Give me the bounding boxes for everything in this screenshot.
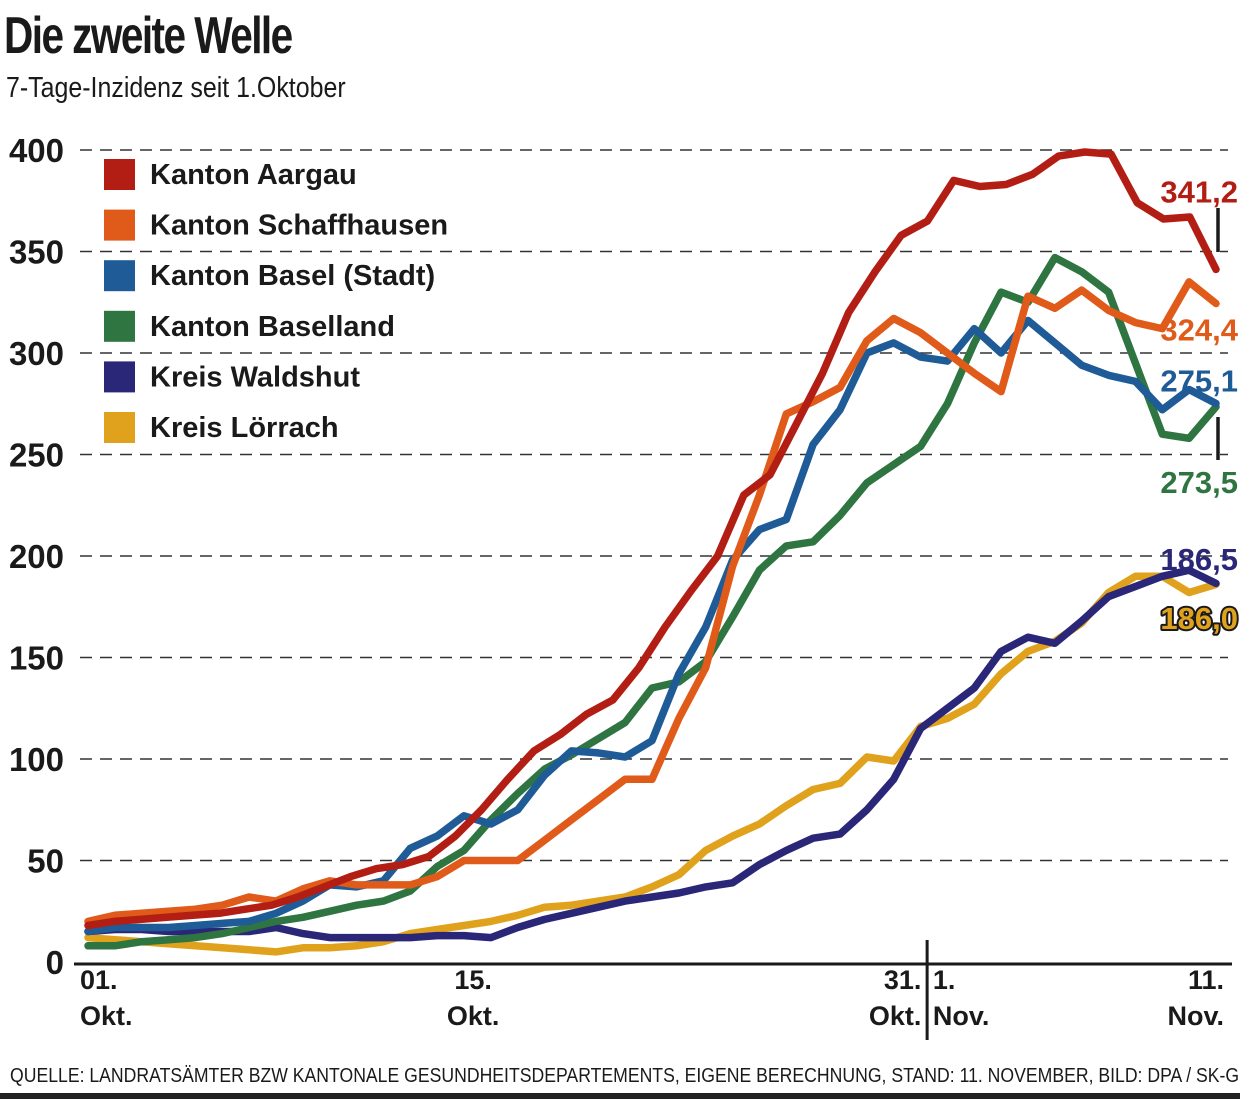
legend-swatch xyxy=(104,310,135,342)
chart-title: Die zweite Welle xyxy=(4,7,293,65)
y-axis: 0 50 100 150 200 250 300 350 400 xyxy=(9,132,64,981)
legend-swatch xyxy=(104,209,135,241)
x-axis: 01. Okt. 15. Okt. 31. Okt. 1. Nov. 11. Nov. xyxy=(74,940,1232,1040)
legend-label: Kanton Basel (Stadt) xyxy=(150,260,435,292)
x-tick-label: 15. xyxy=(454,965,492,995)
end-label: 186,0 xyxy=(1160,601,1238,636)
y-tick-label: 100 xyxy=(9,741,64,778)
end-label: 324,4 xyxy=(1160,313,1238,348)
x-tick-label: Okt. xyxy=(80,1001,133,1031)
gridlines xyxy=(80,149,1228,862)
series-line xyxy=(84,316,1220,936)
legend-label: Kreis Lörrach xyxy=(150,412,339,444)
end-label: 341,2 xyxy=(1160,175,1238,210)
x-tick-label: 01. xyxy=(80,965,118,995)
y-tick-label: 250 xyxy=(9,437,64,474)
end-label: 273,5 xyxy=(1160,465,1238,500)
bottom-rule xyxy=(0,1093,1240,1099)
series-line xyxy=(84,148,1220,930)
y-tick-label: 350 xyxy=(9,234,64,271)
series-line xyxy=(84,572,1220,956)
y-tick-label: 0 xyxy=(46,944,64,981)
y-tick-label: 200 xyxy=(9,538,64,575)
x-tick-label: Okt. xyxy=(447,1001,500,1031)
y-tick-label: 150 xyxy=(9,640,64,677)
end-label-outline: 186,0 xyxy=(1160,601,1238,636)
series-lines xyxy=(84,148,1220,956)
x-tick-label: 31. xyxy=(884,965,922,995)
x-tick-label: 11. xyxy=(1188,965,1224,995)
y-tick-label: 400 xyxy=(9,132,64,169)
legend-label: Kanton Schaffhausen xyxy=(150,210,448,242)
legend: Kanton Aargau Kanton Schaffhausen Kanton B… xyxy=(104,159,448,444)
x-tick-label: Nov. xyxy=(1167,1001,1224,1031)
series-line xyxy=(84,566,1220,942)
x-tick-label: Nov. xyxy=(933,1001,990,1031)
y-tick-label: 50 xyxy=(27,843,64,880)
end-label: 275,1 xyxy=(1160,363,1238,398)
source-note: QUELLE: LANDRATSÄMTER BZW KANTONALE GESU… xyxy=(10,1064,1240,1087)
legend-swatch xyxy=(104,412,135,443)
legend-swatch xyxy=(104,361,135,393)
legend-label: Kreis Waldshut xyxy=(150,361,360,393)
legend-label: Kanton Baselland xyxy=(150,311,395,343)
x-tick-label: Okt. xyxy=(869,1001,922,1031)
legend-swatch xyxy=(104,159,135,190)
chart-subtitle: 7-Tage-Inzidenz seit 1.Oktober xyxy=(6,72,346,104)
end-label: 186,5 xyxy=(1160,542,1238,577)
legend-swatch xyxy=(104,260,135,292)
x-tick-label: 1. xyxy=(933,965,956,995)
legend-label: Kanton Aargau xyxy=(150,159,357,191)
y-tick-label: 300 xyxy=(9,335,64,372)
